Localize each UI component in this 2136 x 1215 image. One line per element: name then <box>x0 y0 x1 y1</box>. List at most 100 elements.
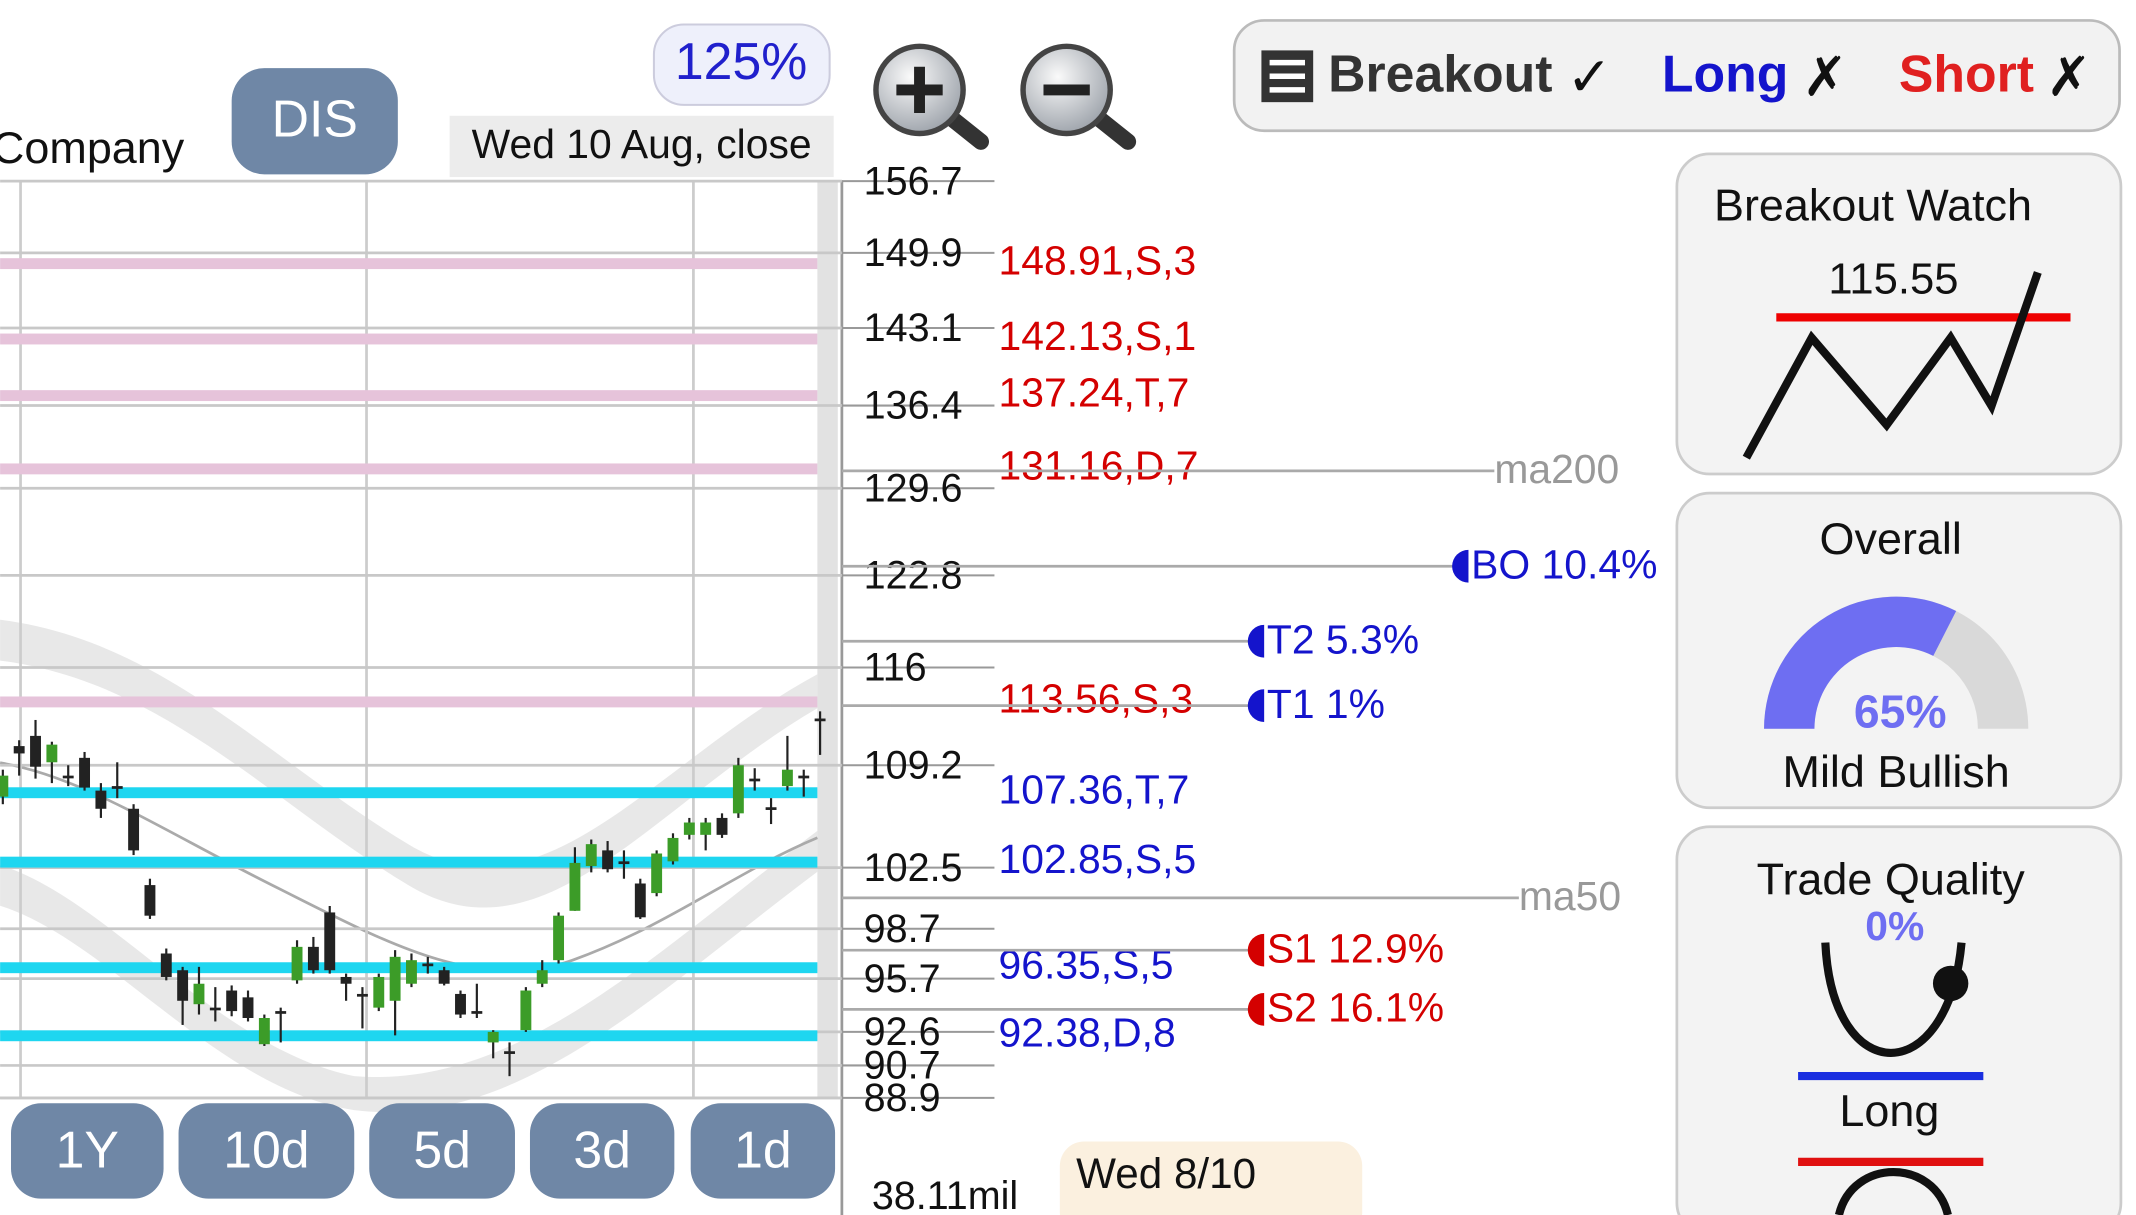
zoom-level-box[interactable] <box>652 23 831 106</box>
range-button[interactable] <box>11 1103 164 1199</box>
zoom-in[interactable] <box>873 43 989 150</box>
candle-body <box>13 746 25 754</box>
candle-body <box>209 1007 221 1011</box>
y-tick-label: 156.7 <box>864 159 963 203</box>
candle-body <box>716 817 728 835</box>
marker-icon <box>1247 624 1265 658</box>
candle-body <box>651 853 663 894</box>
signal-mark: ✓ <box>1567 45 1613 109</box>
ma-band <box>0 619 818 908</box>
marker: S1 12.9% <box>841 925 1444 971</box>
range-button-label: 10d <box>223 1120 309 1178</box>
candle-body <box>128 808 140 851</box>
candle-body <box>160 953 172 977</box>
marker: T1 1% <box>841 681 1385 727</box>
marker: ma50 <box>841 873 1621 919</box>
candle-body <box>275 1011 287 1014</box>
gauge <box>1764 596 2029 729</box>
y-tick-label: 109.2 <box>864 743 963 787</box>
marker-label: T1 1% <box>1267 681 1385 727</box>
range-button[interactable] <box>690 1103 836 1199</box>
candle-body <box>356 993 368 997</box>
candle-body <box>438 970 450 984</box>
range-button[interactable] <box>529 1103 675 1199</box>
signal-breakout[interactable]: Breakout <box>1328 44 1552 102</box>
level-band <box>0 856 818 868</box>
y-tick-label: 90.7 <box>864 1044 941 1088</box>
gauge-value: 65% <box>1854 685 1947 737</box>
y-tick-label: 98.7 <box>864 907 941 951</box>
candle-body <box>406 960 417 984</box>
candle-body <box>389 956 401 1001</box>
candle-body <box>520 990 532 1031</box>
candle-body <box>732 765 744 814</box>
range-button-label: 1d <box>734 1120 792 1178</box>
breakout-price: 115.55 <box>1828 255 1958 303</box>
candle-body <box>471 1011 483 1014</box>
panel-title: Trade Quality <box>1757 854 2026 905</box>
range-button-label: 3d <box>573 1120 631 1178</box>
y-tick-label: 92.6 <box>864 1010 941 1054</box>
range-button-label: 5d <box>413 1120 471 1178</box>
marker-label: S2 16.1% <box>1267 985 1444 1031</box>
signal-short[interactable]: Short <box>1899 44 2034 102</box>
symbol: DIS <box>272 89 358 147</box>
signal-long[interactable]: Long <box>1662 44 1788 102</box>
range-button-label: 1Y <box>56 1120 119 1178</box>
cursor-date-box <box>1059 1141 1363 1215</box>
panel-title: Overall <box>1820 513 1962 564</box>
candle-body <box>30 735 41 767</box>
marker-label: ma50 <box>1519 873 1621 919</box>
signal-icon <box>1261 50 1314 103</box>
marker: S2 16.1% <box>841 985 1444 1031</box>
range-button[interactable] <box>369 1103 515 1199</box>
zoom-level: 125% <box>675 32 807 90</box>
panel-title: Breakout Watch <box>1714 179 2032 230</box>
candle-body <box>553 915 565 961</box>
cursor-date: Wed 8/10 <box>1076 1150 1256 1197</box>
range-button[interactable] <box>178 1103 355 1199</box>
candle-body <box>504 1051 515 1054</box>
candle-body <box>569 862 581 911</box>
quality-value: 0% <box>1865 903 1924 949</box>
signal-mark: ✗ <box>1802 45 1848 109</box>
level-label: 148.91,S,3 <box>999 237 1197 283</box>
marker: BO 10.4% <box>841 541 1657 587</box>
marker-icon <box>1247 993 1265 1026</box>
level-band <box>0 333 818 345</box>
candle-body <box>683 822 695 835</box>
marker-icon <box>1247 933 1265 967</box>
y-tick-label: 122.8 <box>864 554 963 598</box>
y-tick-label: 102.5 <box>864 846 963 890</box>
candle-body <box>667 837 679 862</box>
candle-body <box>781 769 793 787</box>
level-label: 113.56,S,3 <box>999 676 1194 722</box>
candle-body <box>226 990 238 1012</box>
symbol-button[interactable] <box>231 68 398 175</box>
overall-panel <box>1675 491 2123 810</box>
zoom-out[interactable] <box>1020 43 1137 150</box>
candle-body <box>291 946 303 981</box>
candle-body <box>111 786 123 789</box>
y-tick-label: 129.6 <box>864 466 963 510</box>
marker-label: ma200 <box>1494 446 1619 492</box>
marker-label: BO 10.4% <box>1471 541 1657 587</box>
y-tick-label: 136.4 <box>864 384 963 428</box>
candle-body <box>536 970 548 984</box>
quality-label: Long <box>1839 1085 1939 1136</box>
y-tick-label: 143.1 <box>864 306 963 350</box>
y-tick-label: 88.9 <box>864 1076 941 1120</box>
marker: ma200 <box>841 446 1619 492</box>
level-label: 131.16,D,7 <box>999 443 1199 489</box>
trade-quality-panel <box>1675 825 2123 1215</box>
level-band <box>0 1030 818 1042</box>
zoom-plus <box>896 66 943 114</box>
candle-body <box>765 807 777 810</box>
level-label: 142.13,S,1 <box>999 313 1197 359</box>
level-label: 92.38,D,8 <box>999 1010 1176 1056</box>
company-name: Company <box>0 122 185 173</box>
candle-body <box>700 822 712 835</box>
candle-body <box>602 850 614 870</box>
candle-body <box>634 883 646 918</box>
